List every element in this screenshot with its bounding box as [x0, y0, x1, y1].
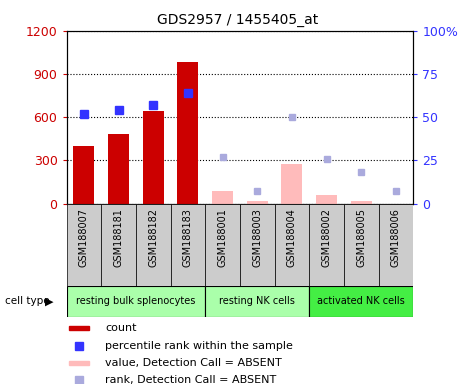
Bar [69, 326, 89, 331]
Text: GSM188004: GSM188004 [287, 208, 297, 266]
Text: percentile rank within the sample: percentile rank within the sample [105, 341, 294, 351]
Text: GSM188003: GSM188003 [252, 208, 262, 266]
Text: activated NK cells: activated NK cells [317, 296, 405, 306]
Text: rank, Detection Call = ABSENT: rank, Detection Call = ABSENT [105, 375, 277, 384]
Bar [351, 201, 371, 204]
Text: GDS2957 / 1455405_at: GDS2957 / 1455405_at [157, 13, 318, 27]
Text: GSM188001: GSM188001 [218, 208, 228, 266]
Text: value, Detection Call = ABSENT: value, Detection Call = ABSENT [105, 358, 282, 368]
Text: count: count [105, 323, 137, 333]
Text: cell type: cell type [5, 296, 49, 306]
Bar [309, 286, 413, 317]
Bar [66, 286, 205, 317]
Bar [101, 204, 136, 286]
Text: GSM188005: GSM188005 [356, 208, 366, 266]
Bar [178, 62, 198, 204]
Bar [379, 204, 413, 286]
Bar [205, 204, 240, 286]
Bar [74, 146, 94, 204]
Bar [66, 204, 101, 286]
Bar [205, 286, 309, 317]
Bar [282, 164, 302, 204]
Text: resting NK cells: resting NK cells [219, 296, 295, 306]
Bar [247, 201, 267, 204]
Bar [309, 204, 344, 286]
Bar [69, 361, 89, 365]
Bar [344, 204, 379, 286]
Bar [316, 195, 337, 204]
Text: GSM188182: GSM188182 [148, 208, 158, 266]
Text: GSM188007: GSM188007 [79, 208, 89, 266]
Bar [136, 204, 171, 286]
Bar [108, 134, 129, 204]
Bar [212, 190, 233, 204]
Text: ▶: ▶ [45, 296, 54, 306]
Bar [143, 111, 163, 204]
Text: resting bulk splenocytes: resting bulk splenocytes [76, 296, 196, 306]
Text: GSM188181: GSM188181 [114, 208, 124, 266]
Text: GSM188183: GSM188183 [183, 208, 193, 266]
Bar [240, 204, 275, 286]
Text: GSM188006: GSM188006 [391, 208, 401, 266]
Bar [275, 204, 309, 286]
Text: GSM188002: GSM188002 [322, 208, 332, 266]
Bar [171, 204, 205, 286]
